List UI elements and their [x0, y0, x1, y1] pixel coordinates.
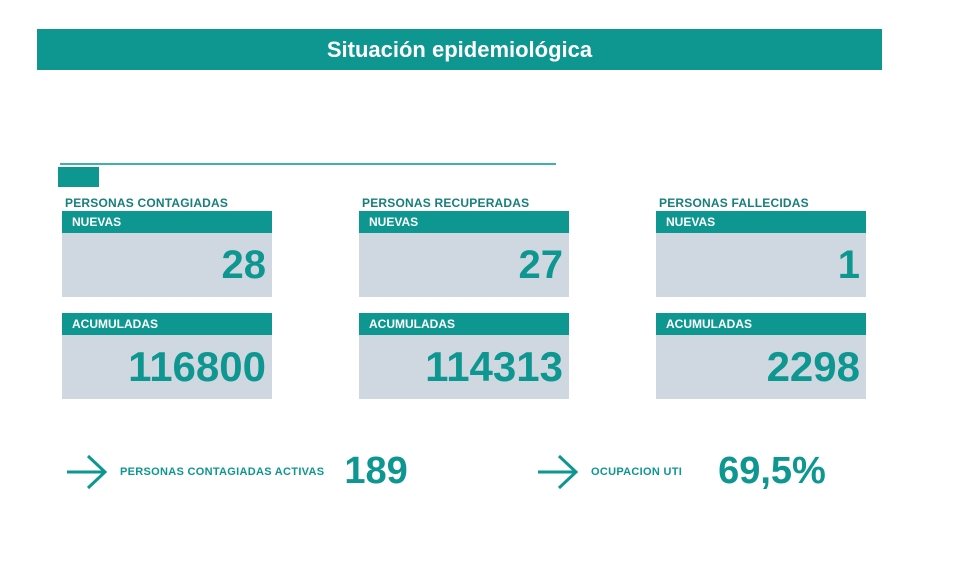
uti-value: 69,5% [718, 450, 826, 492]
nuevas-label: NUEVAS [656, 211, 866, 233]
acumuladas-label: ACUMULADAS [359, 313, 569, 335]
nuevas-label: NUEVAS [62, 211, 272, 233]
group-label: PERSONAS RECUPERADAS [362, 196, 530, 210]
decorative-line [60, 163, 556, 165]
page-title: Situación epidemiológica [326, 36, 593, 62]
nuevas-value: 27 [359, 233, 569, 297]
group-label: PERSONAS CONTAGIADAS [65, 196, 229, 210]
nuevas-value: 1 [656, 233, 866, 297]
acumuladas-card: ACUMULADAS 116800 [62, 313, 272, 399]
acumuladas-card: ACUMULADAS 114313 [359, 313, 569, 399]
group-contagiadas: PERSONAS CONTAGIADAS NUEVAS 28 ACUMULADA… [62, 195, 272, 399]
arrow-right-icon [67, 454, 108, 489]
acumuladas-value: 114313 [359, 335, 569, 399]
nuevas-value: 28 [62, 233, 272, 297]
activas-label: PERSONAS CONTAGIADAS ACTIVAS [120, 465, 325, 478]
nuevas-card: NUEVAS 28 [62, 211, 272, 297]
nuevas-card: NUEVAS 1 [656, 211, 866, 297]
group-label: PERSONAS FALLECIDAS [659, 196, 809, 210]
title-bar: Situación epidemiológica [37, 29, 882, 70]
uti-stat: OCUPACION UTI 69,5% [537, 450, 826, 493]
acumuladas-label: ACUMULADAS [62, 313, 272, 335]
activas-stat: PERSONAS CONTAGIADAS ACTIVAS 189 [66, 450, 408, 493]
acumuladas-card: ACUMULADAS 2298 [656, 313, 866, 399]
activas-value: 189 [344, 450, 408, 492]
decorative-block [58, 167, 99, 187]
arrow-right-icon [538, 454, 579, 489]
acumuladas-label: ACUMULADAS [656, 313, 866, 335]
group-fallecidas: PERSONAS FALLECIDAS NUEVAS 1 ACUMULADAS … [656, 195, 866, 399]
uti-label: OCUPACION UTI [591, 465, 683, 478]
acumuladas-value: 2298 [656, 335, 866, 399]
acumuladas-value: 116800 [62, 335, 272, 399]
nuevas-card: NUEVAS 27 [359, 211, 569, 297]
nuevas-label: NUEVAS [359, 211, 569, 233]
group-recuperadas: PERSONAS RECUPERADAS NUEVAS 27 ACUMULADA… [359, 195, 569, 399]
